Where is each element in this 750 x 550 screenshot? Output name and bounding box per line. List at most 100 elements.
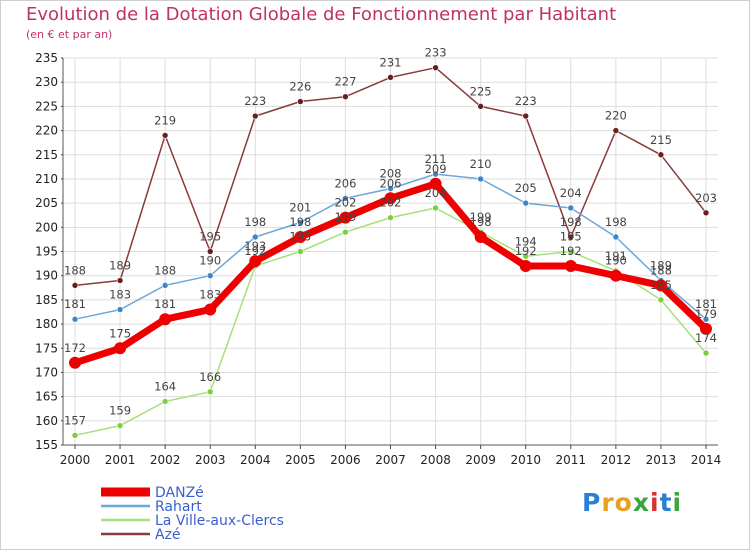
data-point	[161, 282, 169, 289]
y-tick-label: 165	[35, 390, 58, 404]
data-label: 198	[244, 215, 266, 229]
data-label: 223	[515, 94, 537, 108]
data-point	[609, 269, 622, 282]
data-label: 183	[109, 288, 131, 302]
y-tick-label: 205	[35, 196, 58, 210]
y-tick-label: 175	[35, 341, 58, 355]
data-point	[384, 192, 397, 205]
data-point	[387, 214, 394, 221]
data-label: 179	[695, 307, 717, 321]
legend-item: Rahart	[101, 499, 202, 515]
data-point	[564, 260, 577, 273]
data-label: 192	[560, 244, 582, 258]
data-label: 159	[109, 404, 131, 418]
logo-letter: r	[601, 488, 615, 517]
y-tick-label: 155	[35, 438, 58, 452]
data-point	[567, 233, 575, 241]
series-3	[71, 64, 710, 289]
data-point	[519, 260, 532, 273]
data-point	[251, 112, 259, 120]
data-point	[297, 248, 304, 255]
logo-letter: t	[659, 488, 673, 517]
data-label: 198	[289, 215, 311, 229]
data-label: 191	[605, 249, 627, 263]
data-point	[297, 98, 304, 105]
data-point	[702, 349, 710, 357]
data-point	[116, 306, 124, 313]
chart-title: Evolution de la Dotation Globale de Fonc…	[26, 4, 617, 25]
data-point	[477, 175, 484, 183]
data-label: 204	[560, 186, 582, 200]
data-label: 220	[605, 109, 627, 123]
x-tick-label: 2003	[195, 453, 226, 467]
data-point	[342, 93, 349, 100]
x-tick-label: 2006	[330, 453, 361, 467]
y-tick-label: 210	[35, 172, 58, 186]
data-label: 192	[244, 244, 266, 258]
x-tick-label: 2007	[375, 453, 406, 467]
data-point	[71, 432, 79, 439]
data-label: 195	[289, 230, 311, 244]
chart-subtitle: (en € et par an)	[26, 28, 113, 41]
legend-label: DANZé	[155, 485, 204, 501]
data-point	[339, 211, 352, 224]
data-point	[522, 253, 530, 260]
data-label: 198	[560, 215, 582, 229]
y-tick-label: 170	[35, 365, 58, 379]
data-label: 205	[515, 181, 537, 195]
data-label: 195	[560, 230, 582, 244]
data-point	[69, 356, 81, 369]
data-label: 157	[64, 413, 86, 427]
logo-letter: o	[614, 488, 633, 517]
legend-item: Azé	[101, 527, 181, 543]
y-tick-label: 220	[35, 124, 58, 138]
data-point	[522, 112, 530, 120]
data-label: 188	[650, 263, 672, 277]
logo-letter: i	[650, 488, 660, 517]
x-tick-label: 2013	[646, 453, 677, 467]
legend-item: La Ville-aux-Clercs	[101, 513, 284, 529]
y-tick-label: 190	[35, 269, 58, 283]
x-tick-label: 2001	[105, 453, 136, 467]
x-tick-label: 2008	[420, 453, 451, 467]
data-label: 231	[380, 55, 402, 69]
data-label: 203	[695, 191, 717, 205]
data-point	[206, 248, 214, 255]
data-label: 174	[695, 331, 717, 345]
data-point	[702, 315, 710, 323]
data-label: 225	[470, 84, 492, 98]
data-point	[294, 230, 307, 243]
proxiti-logo: Proxiti	[582, 488, 682, 517]
logo-letter: P	[582, 488, 602, 517]
data-label: 198	[470, 215, 492, 229]
data-point	[387, 74, 394, 81]
data-label: 172	[64, 341, 86, 355]
data-point	[114, 342, 127, 355]
x-tick-label: 2005	[285, 453, 316, 467]
data-label: 206	[334, 176, 356, 190]
data-point	[116, 422, 124, 429]
legend-label: La Ville-aux-Clercs	[155, 513, 284, 529]
data-point	[249, 255, 262, 268]
legend-label: Rahart	[155, 499, 202, 515]
data-label: 199	[470, 210, 492, 224]
data-point	[612, 233, 620, 241]
series-layer	[69, 64, 712, 439]
data-point	[206, 272, 214, 279]
data-point	[702, 209, 710, 217]
data-point	[161, 132, 169, 139]
logo-letter: i	[672, 488, 683, 517]
legend-item: DANZé	[101, 485, 204, 501]
data-point	[657, 296, 665, 304]
y-tick-label: 235	[35, 51, 58, 65]
axes: 155 160 165 170 175 180 185 190 195 200 205 210 215 2…	[35, 51, 721, 467]
data-label: 223	[244, 94, 266, 108]
data-point	[477, 103, 484, 110]
data-point	[342, 194, 349, 202]
data-point	[71, 315, 79, 323]
data-label: 202	[380, 196, 402, 210]
data-label: 164	[154, 379, 176, 393]
